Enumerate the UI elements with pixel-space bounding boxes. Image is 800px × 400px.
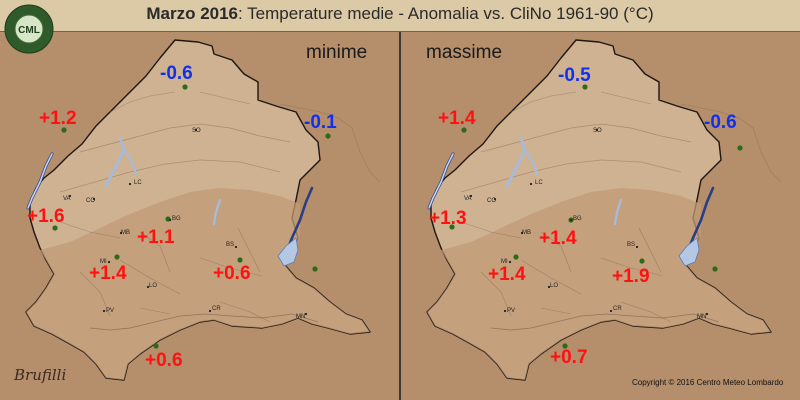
- city-label: MI: [501, 259, 508, 265]
- station-dot: [737, 145, 743, 151]
- station-dot: [325, 133, 331, 139]
- city-label: CR: [212, 306, 221, 312]
- station-dots: [449, 84, 743, 349]
- title-bar: Marzo 2016: Temperature medie - Anomalia…: [0, 0, 800, 32]
- city-label: PV: [106, 308, 115, 314]
- anomaly-value: +0.6: [213, 263, 251, 284]
- anomaly-value: +0.6: [145, 350, 183, 371]
- city-label: BG: [172, 216, 181, 222]
- city-label: BS: [226, 242, 235, 248]
- city-label: LC: [535, 180, 543, 186]
- city-label: SO: [192, 128, 201, 134]
- anomaly-value: +1.4: [539, 228, 577, 249]
- city-label: BG: [573, 216, 582, 222]
- city-label: CO: [86, 198, 95, 204]
- logo-initials: CML: [18, 25, 40, 36]
- panel-massime: massime SO VA CO LC BG MB BS MI LO CR PV…: [401, 32, 800, 400]
- city-label: LO: [149, 283, 158, 289]
- anomaly-value: +1.4: [89, 263, 127, 284]
- author-signature: Brufilli: [14, 366, 67, 384]
- station-dot: [513, 254, 519, 260]
- city-label: LC: [134, 180, 142, 186]
- station-dot: [712, 266, 718, 272]
- station-dot: [639, 258, 645, 264]
- city-label: PV: [507, 308, 516, 314]
- station-dots: [52, 84, 331, 349]
- anomaly-value: +1.4: [488, 264, 526, 285]
- city-label: VA: [464, 196, 472, 202]
- panel-label-minime: minime: [306, 42, 368, 63]
- city-dots: [469, 128, 709, 316]
- anomaly-value: +1.2: [39, 108, 77, 129]
- city-label: SO: [593, 128, 602, 134]
- station-dot: [182, 84, 188, 90]
- copyright-notice: Copyright © 2016 Centro Meteo Lombardo: [632, 378, 784, 387]
- city-dots: [68, 128, 308, 316]
- anomaly-value: +0.7: [550, 347, 588, 368]
- station-dot: [562, 343, 568, 349]
- station-dot: [582, 84, 588, 90]
- panel-label-massime: massime: [426, 42, 503, 63]
- city-label: MI: [100, 259, 107, 265]
- title-month: Marzo 2016: [146, 4, 239, 23]
- anomaly-value: +1.6: [27, 206, 65, 227]
- city-label: MB: [522, 230, 531, 236]
- station-dot: [449, 224, 455, 230]
- station-dot: [461, 127, 467, 133]
- city-label: MN: [296, 314, 306, 320]
- anomaly-value: +1.1: [137, 227, 175, 248]
- anomaly-value: -0.6: [160, 63, 193, 84]
- anomaly-value: +1.9: [612, 266, 650, 287]
- title-description: : Temperature medie - Anomalia vs. CliNo…: [238, 4, 654, 23]
- anomaly-value: +1.3: [429, 208, 467, 229]
- panel-minime: minime SO VA CO LC BG MB BS MI LO CR PV …: [0, 32, 399, 400]
- station-dot: [114, 254, 120, 260]
- city-label: LO: [550, 283, 559, 289]
- city-label: CO: [487, 198, 496, 204]
- city-label: MN: [697, 314, 707, 320]
- cml-logo-icon: CML: [4, 4, 54, 54]
- lombardy-map-minime: [24, 38, 382, 382]
- anomaly-value: -0.1: [304, 112, 337, 133]
- station-dot: [153, 343, 159, 349]
- panel-divider: [399, 32, 401, 400]
- station-dot: [61, 127, 67, 133]
- station-dot: [237, 257, 243, 263]
- figure-title: Marzo 2016: Temperature medie - Anomalia…: [0, 4, 800, 24]
- anomaly-value: -0.5: [558, 65, 591, 86]
- anomaly-value: -0.6: [704, 112, 737, 133]
- city-label: CR: [613, 306, 622, 312]
- city-label: BS: [627, 242, 636, 248]
- city-label: MB: [121, 230, 130, 236]
- city-label: VA: [63, 196, 71, 202]
- station-dot: [52, 225, 58, 231]
- lombardy-map-massime: [425, 38, 783, 382]
- anomaly-value: +1.4: [438, 108, 476, 129]
- station-dot: [312, 266, 318, 272]
